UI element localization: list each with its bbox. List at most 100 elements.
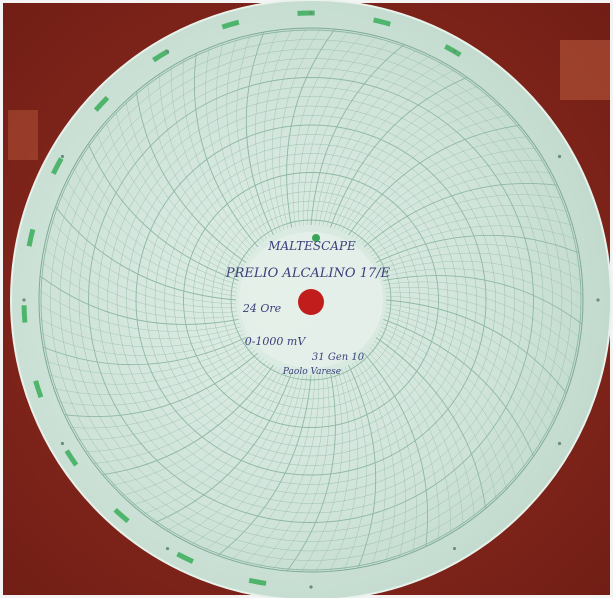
grid-circle xyxy=(164,153,458,447)
time-arc xyxy=(334,85,479,229)
time-arc xyxy=(204,374,308,551)
time-arc xyxy=(263,28,293,232)
time-arc xyxy=(217,374,312,556)
carpet-pattern xyxy=(8,110,38,160)
label-text: 24 Ore xyxy=(242,302,282,315)
time-arc xyxy=(216,42,264,242)
time-arc xyxy=(53,347,253,395)
grid-circle xyxy=(40,29,582,571)
time-arc xyxy=(385,295,572,380)
time-arc xyxy=(344,114,511,234)
time-arc xyxy=(385,303,562,407)
ring-dot xyxy=(596,298,600,302)
grid-circle xyxy=(202,191,420,409)
time-arc xyxy=(178,374,300,538)
time-arc xyxy=(354,147,537,240)
time-arc xyxy=(369,205,569,253)
grid-border xyxy=(38,27,584,573)
grid-circle xyxy=(116,105,506,495)
ring-segment xyxy=(248,577,267,586)
time-arc xyxy=(64,352,259,418)
time-arc xyxy=(55,206,237,301)
time-arc xyxy=(43,247,237,313)
time-arc xyxy=(354,360,396,562)
time-arc xyxy=(147,82,249,260)
time-arc xyxy=(301,371,343,572)
time-arc xyxy=(158,74,251,257)
time-arc xyxy=(286,372,336,572)
time-arc xyxy=(80,155,238,285)
grid-circle xyxy=(69,58,553,542)
time-arc xyxy=(363,352,429,547)
time-arc xyxy=(383,318,535,457)
time-arc xyxy=(379,330,507,490)
time-arc xyxy=(231,374,316,561)
ring-dot xyxy=(165,49,170,54)
time-arc xyxy=(318,55,431,226)
time-arc xyxy=(60,193,237,297)
time-arc xyxy=(302,36,378,226)
time-arc xyxy=(154,372,293,524)
time-arc xyxy=(77,358,264,441)
ring-segment xyxy=(444,44,462,58)
time-arc xyxy=(47,233,237,309)
grid-circle xyxy=(88,77,534,523)
time-arc xyxy=(383,275,583,325)
time-arc xyxy=(371,215,573,257)
time-arc xyxy=(315,369,350,573)
time-arc xyxy=(379,252,583,282)
time-arc xyxy=(121,368,281,496)
time-arc xyxy=(279,28,321,229)
time-arc xyxy=(326,69,456,227)
time-arc xyxy=(298,32,364,226)
grid-circle xyxy=(173,162,449,438)
time-arc xyxy=(322,62,444,226)
time-arc xyxy=(385,311,549,433)
ring-dot xyxy=(165,546,170,551)
grid-circle xyxy=(50,39,572,561)
time-arc xyxy=(348,364,377,569)
label-text: PRELIO ALCALINO 17/E xyxy=(225,266,391,281)
time-arc xyxy=(87,143,239,282)
time-arc xyxy=(371,343,464,526)
grid-circle xyxy=(211,200,411,400)
time-arc xyxy=(385,299,567,394)
ring-dot xyxy=(309,585,313,589)
time-arc xyxy=(193,53,259,248)
time-arc xyxy=(226,38,268,240)
time-arc xyxy=(45,340,249,375)
time-arc xyxy=(102,364,274,476)
logo-dot xyxy=(312,234,320,242)
grid-circle xyxy=(154,143,468,457)
ring-segment xyxy=(373,17,391,27)
ring-dot xyxy=(452,49,457,54)
label-text: MALTESCAPE xyxy=(267,239,356,253)
time-arc xyxy=(329,76,468,228)
grid-circle xyxy=(126,115,496,485)
time-arc xyxy=(166,373,296,531)
time-arc xyxy=(272,373,330,570)
grid-circle xyxy=(59,48,563,552)
time-arc xyxy=(40,332,245,356)
label-text: Paolo Varese xyxy=(282,367,341,377)
time-arc xyxy=(245,31,274,236)
time-arc xyxy=(314,49,418,226)
ring-segment xyxy=(51,157,64,175)
ring-segment xyxy=(113,507,130,524)
time-arc xyxy=(366,194,564,250)
time-arc xyxy=(363,182,558,248)
time-arc xyxy=(375,337,487,509)
time-arc xyxy=(373,340,475,518)
ring-dot xyxy=(60,441,65,446)
time-arc xyxy=(286,28,336,228)
time-arc xyxy=(205,47,261,245)
ring-segment xyxy=(176,551,194,564)
time-arc xyxy=(41,261,238,319)
time-arc xyxy=(310,44,405,226)
time-arc xyxy=(191,374,304,545)
time-arc xyxy=(39,290,240,332)
time-arc xyxy=(39,275,239,325)
time-arc xyxy=(369,347,452,534)
time-arc xyxy=(384,281,581,339)
time-arc xyxy=(132,369,285,506)
